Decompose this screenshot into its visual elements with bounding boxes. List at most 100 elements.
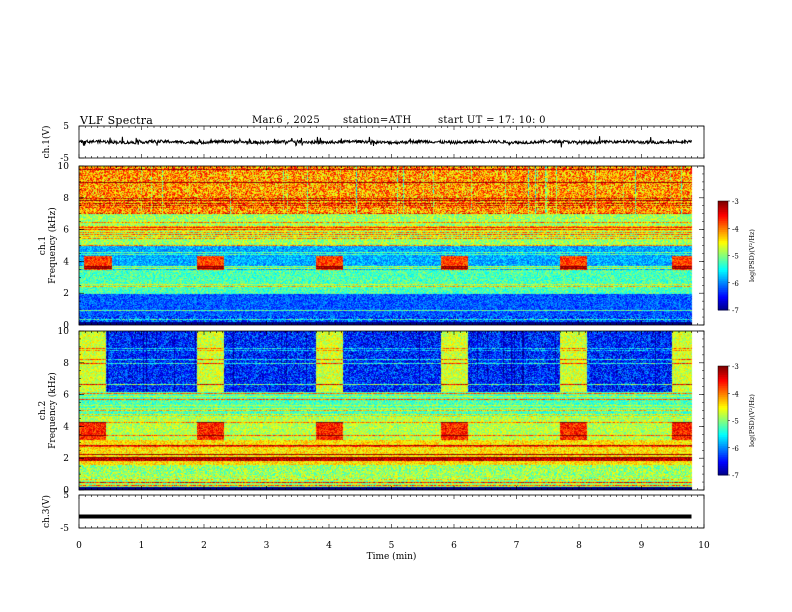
ch2-colorbar-cell: [718, 422, 728, 425]
start-time-label: start UT = 17: 10: 0: [438, 115, 546, 126]
ch1-colorbar-cell: [718, 268, 728, 271]
x-tick-label: 1: [139, 541, 145, 551]
ch2-colorbar-cell: [718, 460, 728, 463]
x-tick-label: 2: [201, 541, 207, 551]
y-tick-label: 8: [63, 194, 69, 204]
ch1-colorbar-cell: [718, 211, 728, 215]
ch2-colorbar-cell: [718, 444, 728, 447]
ch2-colorbar-cell: [718, 462, 728, 465]
ch2-colorbar-cell: [718, 455, 728, 458]
ch2-colorbar-cell: [718, 367, 728, 371]
ch2-colorbar-cell: [718, 449, 728, 452]
ch1-colorbar-cell: [718, 255, 728, 258]
y-tick-label: 0: [63, 321, 69, 331]
ch1-colorbar-cell: [718, 288, 728, 291]
ch1-colorbar-cell: [718, 213, 728, 217]
ch1-spectrogram-image: [79, 166, 704, 325]
ch2-colorbar-cell: [718, 424, 728, 427]
ch1-colorbar-cell: [718, 284, 728, 287]
ch2-colorbar-cell: [718, 393, 728, 396]
ch1-colorbar-cell: [718, 228, 728, 231]
ch1-colorbar-cell: [718, 302, 728, 306]
ch2-colorbar-cell: [718, 396, 728, 400]
ch2-colorbar-cell: [718, 400, 728, 403]
y-tick-label: 10: [58, 162, 70, 172]
ch1-colorbar-cell: [718, 306, 728, 309]
x-axis-label: Time (min): [367, 551, 417, 562]
ch2-colorbar-cell: [718, 382, 728, 385]
ch1-colorbar-cell: [718, 250, 728, 253]
ch2-colorbar-cell: [718, 391, 728, 394]
colorbar-tick-label: -6: [732, 280, 739, 288]
ch2-colorbar-cell: [718, 445, 728, 449]
station-label: station=ATH: [343, 115, 412, 126]
ch2-colorbar-cell: [718, 429, 728, 432]
colorbar-tick-label: -7: [732, 472, 739, 480]
ch2-colorbar-cell: [718, 471, 728, 474]
ch1-colorbar-cell: [718, 237, 728, 240]
ch2-colorbar-cell: [718, 438, 728, 441]
ch2-colorbar-cell: [718, 380, 728, 383]
ch2-colorbar-cell: [718, 375, 728, 378]
ch2-colorbar-cell: [718, 469, 728, 472]
ch1-colorbar-cell: [718, 308, 728, 311]
ch1-colorbar-cell: [718, 286, 728, 289]
ch2-colorbar-cell: [718, 433, 728, 436]
colorbar-tick-label: -4: [732, 390, 739, 398]
ch1-colorbar-cell: [718, 260, 728, 264]
ch3-waveform-ylabel: ch.3(V): [41, 495, 52, 528]
colorbar-tick-label: -5: [732, 418, 739, 426]
ch1-frequency-ylabel: Frequency (kHz): [47, 207, 58, 284]
ch1-colorbar-cell: [718, 257, 728, 260]
ch2-colorbar-cell: [718, 389, 728, 392]
ch1-colorbar-cell: [718, 273, 728, 276]
ch2-colorbar-cell: [718, 447, 728, 451]
ch2-colorbar-cell: [718, 427, 728, 431]
x-tick-label: 3: [264, 541, 270, 551]
ch1-colorbar-cell: [718, 210, 728, 213]
y-tick-label: 0: [63, 486, 69, 496]
ch2-colorbar-cell: [718, 373, 728, 376]
ch2-colorbar-cell: [718, 384, 728, 387]
ch1-colorbar-cell: [718, 219, 728, 222]
ch2-colorbar-label: log(PSD)(V²/Hz): [748, 394, 756, 447]
x-tick-label: 10: [698, 541, 710, 551]
ch1-colorbar-cell: [718, 248, 728, 251]
ch2-colorbar-cell: [718, 418, 728, 421]
ch1-colorbar-cell: [718, 253, 728, 256]
colorbar-tick-label: -3: [732, 198, 739, 206]
ch1-colorbar-cell: [718, 230, 728, 233]
x-tick-label: 6: [451, 541, 457, 551]
ch2-colorbar-cell: [718, 415, 728, 418]
ch1-colorbar-cell: [718, 222, 728, 226]
ch1-colorbar-cell: [718, 246, 728, 249]
figure-title: VLF Spectra: [80, 114, 154, 127]
ch1-colorbar-cell: [718, 279, 728, 282]
x-tick-label: 8: [576, 541, 582, 551]
ch2-colorbar-cell: [718, 456, 728, 460]
ch2-colorbar-cell: [718, 407, 728, 411]
ch1-colorbar-cell: [718, 206, 728, 209]
ch2-colorbar-cell: [718, 442, 728, 445]
ch1-colorbar-cell: [718, 262, 728, 266]
ch2-colorbar-cell: [718, 473, 728, 476]
ch2-colorbar-cell: [718, 467, 728, 471]
y-tick-label: 6: [63, 226, 69, 236]
ch1-colorbar-cell: [718, 220, 728, 224]
ch2-colorbar-cell: [718, 465, 728, 469]
ch1-colorbar-cell: [718, 208, 728, 211]
ch2-colorbar-cell: [718, 453, 728, 456]
ch1-colorbar-cell: [718, 295, 728, 298]
x-tick-label: 0: [76, 541, 82, 551]
ch2-colorbar-cell: [718, 436, 728, 440]
colorbar-tick-label: -6: [732, 445, 739, 453]
ch1-colorbar-cell: [718, 266, 728, 269]
y-tick-label: 5: [63, 122, 69, 132]
y-tick-label: 4: [63, 422, 69, 432]
ch2-colorbar-cell: [718, 369, 728, 372]
x-tick-label: 7: [514, 541, 520, 551]
ch1-colorbar-cell: [718, 233, 728, 237]
ch1-colorbar-cell: [718, 215, 728, 218]
ch2-frequency-ylabel: Frequency (kHz): [47, 372, 58, 449]
ch1-colorbar-cell: [718, 239, 728, 242]
